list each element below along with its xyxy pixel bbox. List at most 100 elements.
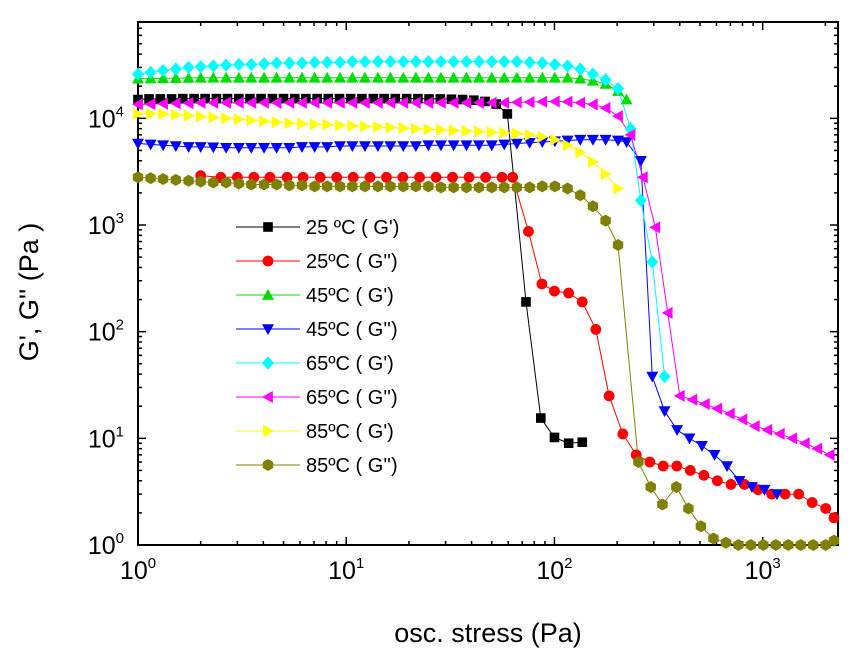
data-point xyxy=(371,71,384,83)
data-point xyxy=(346,71,359,83)
data-point xyxy=(448,124,460,137)
data-point xyxy=(624,128,636,141)
data-point xyxy=(410,180,422,193)
legend-label: 45ºC ( G'') xyxy=(306,319,398,341)
legend-label: 25ºC ( G'') xyxy=(306,251,398,273)
data-point xyxy=(189,93,199,104)
data-point xyxy=(308,96,320,109)
data-point xyxy=(423,180,434,193)
data-point xyxy=(736,413,748,426)
data-point xyxy=(220,58,233,72)
data-point xyxy=(384,55,397,69)
data-point xyxy=(295,96,307,109)
data-point xyxy=(308,55,321,69)
legend-label: 45ºC ( G') xyxy=(306,285,394,307)
data-point xyxy=(748,420,760,433)
data-point xyxy=(422,71,435,83)
y-tick-label: 102 xyxy=(88,317,124,347)
data-point xyxy=(460,140,473,152)
data-point xyxy=(409,141,422,153)
data-point xyxy=(720,536,732,549)
data-point xyxy=(695,520,707,533)
data-point xyxy=(661,306,673,319)
data-point xyxy=(499,126,511,139)
data-point xyxy=(524,128,536,141)
data-point xyxy=(686,393,698,406)
data-point xyxy=(460,55,473,69)
data-point xyxy=(446,94,457,105)
data-point xyxy=(480,171,491,183)
data-point xyxy=(144,98,156,111)
data-point xyxy=(183,109,195,122)
data-point xyxy=(397,141,410,153)
data-point xyxy=(430,171,442,183)
data-point xyxy=(358,141,371,153)
data-point xyxy=(636,171,648,184)
data-point xyxy=(658,406,671,418)
data-point xyxy=(523,71,536,83)
data-point xyxy=(758,484,771,496)
series-lines xyxy=(137,61,835,546)
data-point xyxy=(133,107,144,120)
data-point xyxy=(480,96,490,107)
data-point xyxy=(422,55,435,69)
data-point xyxy=(599,73,612,87)
legend-marker xyxy=(262,391,273,403)
data-point xyxy=(409,55,422,69)
data-point xyxy=(157,64,170,78)
data-point xyxy=(333,96,345,109)
data-point xyxy=(256,93,266,104)
data-point xyxy=(576,296,588,308)
data-point xyxy=(166,94,177,104)
data-point xyxy=(434,140,447,152)
legend-label: 65ºC ( G') xyxy=(306,353,394,375)
data-point xyxy=(232,57,245,72)
data-point xyxy=(347,119,359,132)
data-point xyxy=(574,134,587,146)
x-axis-title: osc. stress (Pa) xyxy=(394,618,582,648)
axis-ticks xyxy=(137,21,838,546)
data-point xyxy=(434,55,447,69)
data-point xyxy=(620,137,633,148)
data-point xyxy=(284,117,296,130)
data-point xyxy=(221,112,233,125)
legend-marker xyxy=(263,222,273,232)
data-point xyxy=(510,71,523,83)
data-point xyxy=(463,171,475,183)
data-point xyxy=(258,96,269,109)
data-point xyxy=(246,178,257,191)
data-point xyxy=(334,180,346,193)
data-point xyxy=(207,142,220,154)
data-point xyxy=(270,96,282,109)
data-point xyxy=(346,55,359,69)
data-point xyxy=(758,539,769,551)
data-point xyxy=(422,96,434,109)
data-point xyxy=(194,60,207,74)
data-point xyxy=(258,142,271,154)
data-point xyxy=(308,71,321,83)
data-point xyxy=(496,171,508,183)
data-point xyxy=(222,93,233,104)
data-point xyxy=(469,95,479,105)
data-point xyxy=(786,432,798,445)
data-point xyxy=(258,71,271,83)
data-point xyxy=(485,140,498,152)
data-point xyxy=(485,71,498,83)
data-point xyxy=(379,93,389,104)
data-point xyxy=(183,174,194,187)
data-point xyxy=(333,141,346,153)
plot-frame xyxy=(137,21,839,546)
data-point xyxy=(295,56,308,70)
data-point xyxy=(267,93,278,104)
data-point xyxy=(314,171,326,183)
data-point xyxy=(695,441,708,452)
data-point xyxy=(649,221,661,234)
data-point xyxy=(548,57,561,72)
series-line-6 xyxy=(137,100,830,456)
data-point xyxy=(397,171,409,183)
data-point xyxy=(169,72,182,83)
data-point xyxy=(523,55,536,69)
data-point xyxy=(536,95,548,108)
data-point xyxy=(232,142,245,154)
data-point xyxy=(537,180,548,193)
